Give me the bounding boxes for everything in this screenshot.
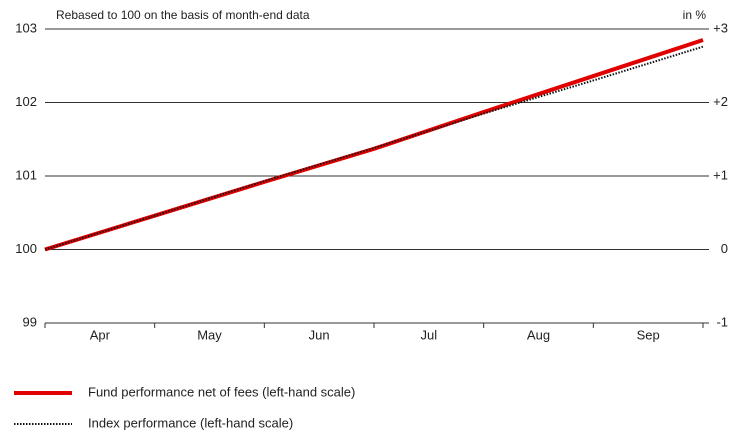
x-tick-label: Aug (527, 327, 550, 342)
y2-tick-label: +2 (713, 94, 728, 109)
x-tick-label: Jul (421, 327, 438, 342)
y2-tick-label: +3 (713, 20, 728, 35)
y2-tick-label: +1 (713, 167, 728, 182)
series-line (44, 45, 704, 251)
y-tick-label: 100 (15, 241, 37, 256)
y-tick-label: 101 (15, 167, 37, 182)
y-tick-label: 102 (15, 94, 37, 109)
series-line (44, 38, 704, 252)
x-tick-label: May (197, 327, 222, 342)
y-tick-label: 103 (15, 20, 37, 35)
y-tick-label: 99 (23, 314, 37, 329)
x-tick-label: Jun (309, 327, 330, 342)
legend-label: Index performance (left-hand scale) (88, 415, 293, 430)
y2-tick-label: 0 (721, 241, 728, 256)
y2-tick-label: -1 (716, 314, 728, 329)
y2-axis-label: in % (683, 8, 707, 22)
x-tick-label: Sep (637, 327, 660, 342)
x-tick-label: Apr (90, 327, 111, 342)
chart-subtitle: Rebased to 100 on the basis of month-end… (56, 8, 310, 22)
legend-label: Fund performance net of fees (left-hand … (88, 384, 355, 399)
